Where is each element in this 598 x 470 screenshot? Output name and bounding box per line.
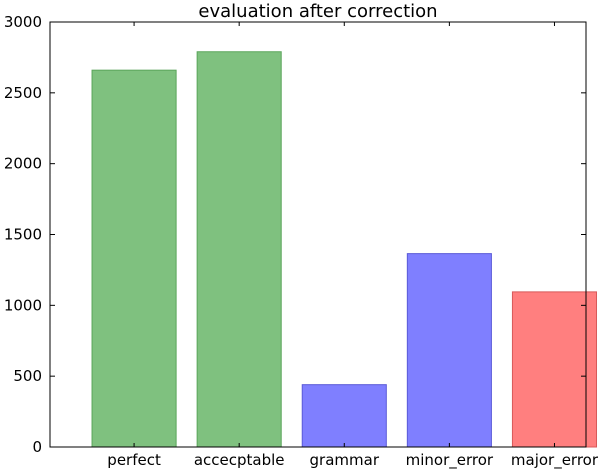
- chart-title: evaluation after correction: [198, 1, 437, 22]
- y-tick-label: 2000: [4, 155, 42, 173]
- plot-frame: [49, 21, 587, 448]
- y-tick-label: 0: [32, 438, 42, 456]
- x-tick-label: grammar: [310, 451, 380, 469]
- y-axis-ticks: 0 500 1000 1500 2000 2500 3000: [4, 13, 586, 456]
- bar-grammar: [301, 384, 387, 448]
- x-tick-label: minor_error: [406, 451, 494, 470]
- x-tick-label: major_error: [511, 451, 598, 470]
- bar-major-error: [511, 291, 598, 448]
- bars-group: [91, 51, 598, 448]
- x-tick-label: perfect: [107, 451, 161, 469]
- x-axis-ticks: perfect accecptable grammar minor_error majo…: [107, 22, 598, 470]
- bar-perfect: [91, 69, 177, 448]
- y-tick-label: 2500: [4, 84, 42, 102]
- y-tick-label: 500: [13, 367, 42, 385]
- y-tick-label: 3000: [4, 13, 42, 31]
- y-tick-label: 1000: [4, 296, 42, 314]
- y-tick-label: 1500: [4, 226, 42, 244]
- x-tick-label: accecptable: [194, 451, 285, 469]
- bar-minor-error: [406, 253, 492, 448]
- bar-accecptable: [196, 51, 282, 448]
